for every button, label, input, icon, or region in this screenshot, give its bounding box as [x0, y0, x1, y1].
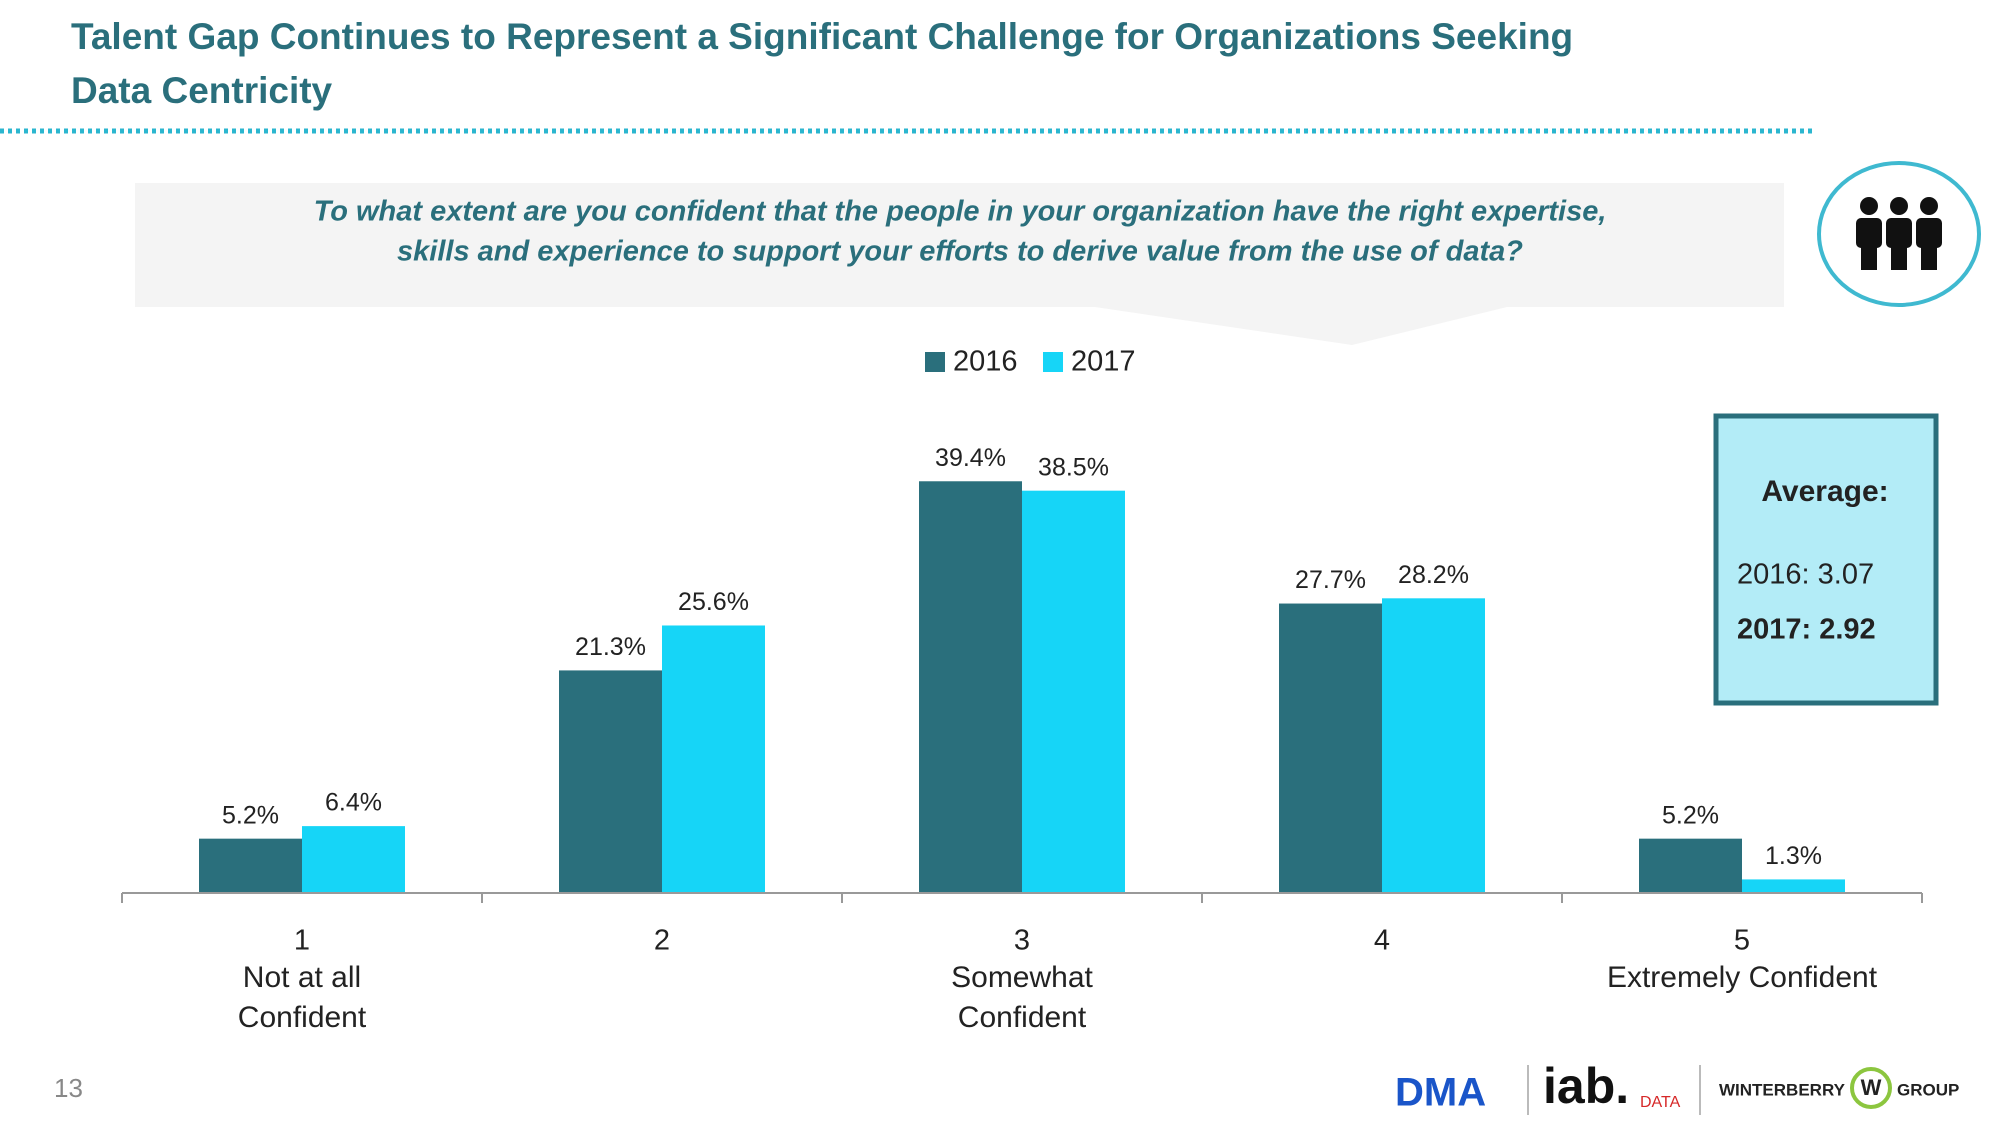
average-line: 2016: 3.07: [1737, 559, 1874, 591]
bar: [1022, 490, 1125, 893]
logo-dma: DMA: [1395, 1071, 1486, 1115]
bar: [1382, 598, 1485, 893]
logo-iab: iab.: [1543, 1058, 1629, 1114]
x-tick-note: Confident: [958, 1001, 1087, 1034]
legend-swatch: [925, 352, 945, 372]
logo-iab-sub: DATA: [1640, 1094, 1681, 1111]
x-tick-note: Somewhat: [951, 961, 1093, 994]
bar: [559, 670, 662, 893]
logo-w: W: [1861, 1075, 1882, 1100]
bar: [1639, 838, 1742, 893]
average-box: [1713, 413, 1939, 706]
average-heading: Average:: [1761, 475, 1888, 508]
x-tick-note: Not at all: [243, 961, 361, 994]
x-tick-label: 4: [1374, 925, 1390, 957]
page-number: 13: [54, 1073, 83, 1103]
x-tick-label: 5: [1734, 925, 1750, 957]
value-label: 27.7%: [1295, 566, 1366, 594]
x-tick-label: 2: [654, 925, 670, 957]
logo-winterberry: WINTERBERRY: [1719, 1080, 1846, 1099]
x-tick-label: 3: [1014, 925, 1030, 957]
value-label: 28.2%: [1398, 561, 1469, 589]
question-box: [135, 183, 1784, 345]
question: skills and experience to support your ef…: [397, 236, 1523, 268]
legend-swatch: [1043, 352, 1063, 372]
x-tick-note: Extremely Confident: [1607, 961, 1878, 994]
bar: [1742, 879, 1845, 893]
value-label: 21.3%: [575, 633, 646, 661]
value-label: 38.5%: [1038, 453, 1109, 481]
x-tick-note: Confident: [238, 1001, 367, 1034]
value-label: 39.4%: [935, 444, 1006, 472]
average-line: 2017: 2.92: [1737, 614, 1876, 646]
value-label: 5.2%: [222, 801, 279, 829]
legend-label: 2016: [953, 346, 1018, 378]
logo-w-circle: [1850, 1067, 1892, 1109]
bar: [199, 838, 302, 893]
x-tick-label: 1: [294, 925, 310, 957]
bar: [919, 481, 1022, 893]
question: To what extent are you confident that th…: [314, 196, 1607, 228]
bar: [302, 826, 405, 893]
logo-group: GROUP: [1897, 1080, 1959, 1099]
people-icon: [1856, 197, 1942, 270]
title: Talent Gap Continues to Represent a Sign…: [71, 16, 1573, 57]
value-label: 25.6%: [678, 588, 749, 616]
value-label: 1.3%: [1765, 842, 1822, 870]
value-label: 6.4%: [325, 789, 382, 817]
bar: [1279, 603, 1382, 893]
bar: [662, 625, 765, 893]
legend-label: 2017: [1071, 346, 1136, 378]
value-label: 5.2%: [1662, 801, 1719, 829]
title: Data Centricity: [71, 70, 333, 111]
